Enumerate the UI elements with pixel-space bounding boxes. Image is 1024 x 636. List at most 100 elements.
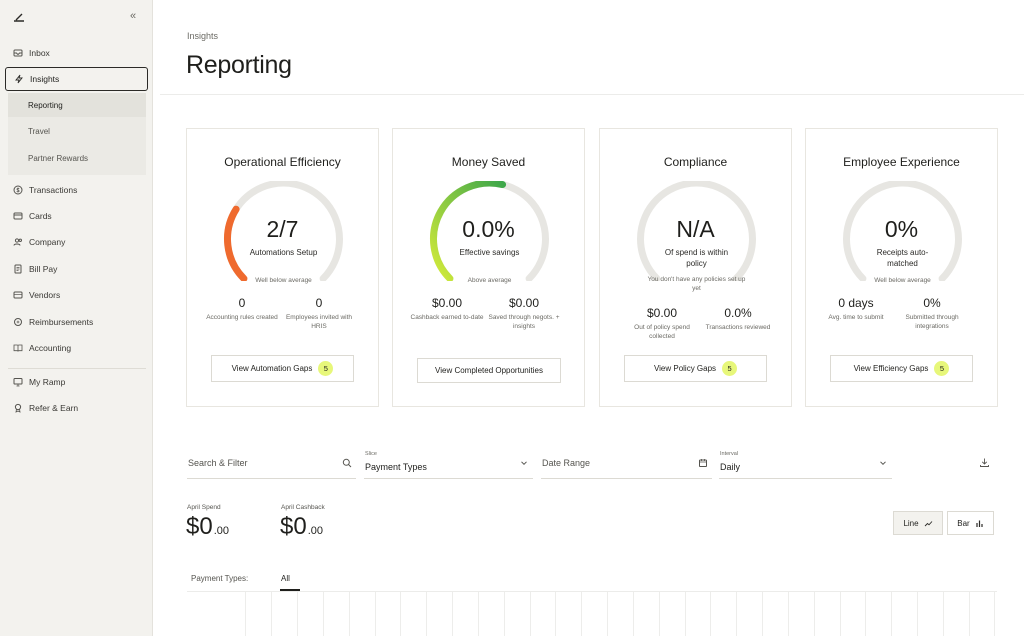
stat-out-of-policy-spend: $0.00 Out of policy spend collected <box>622 306 702 341</box>
card-title: Money Saved <box>451 155 526 169</box>
interval-label: Interval <box>720 451 739 457</box>
stat-submitted-through-integrations: 0% Submitted through integrations <box>892 296 972 331</box>
april-cashback-cents: .00 <box>307 525 323 537</box>
interval-select[interactable]: Interval Daily <box>719 448 892 479</box>
date-range-placeholder: Date Range <box>542 458 591 468</box>
gauge <box>843 181 962 281</box>
chart-gridline <box>865 592 866 636</box>
gauge-label: Automations Setup <box>249 248 318 257</box>
stat-label: Cashback earned to-date <box>410 314 484 321</box>
view-efficiency-gaps-button[interactable]: View Efficiency Gaps 5 <box>830 355 973 382</box>
slice-label: Slice <box>365 451 377 457</box>
sidebar-item-my-ramp[interactable]: My Ramp <box>5 370 148 394</box>
collapse-sidebar-icon[interactable]: « <box>130 10 137 22</box>
april-spend-cents: .00 <box>213 525 229 537</box>
sidebar-item-bill-pay[interactable]: Bill Pay <box>5 257 148 281</box>
chart-gridline <box>994 592 995 636</box>
chart-gridline <box>814 592 815 636</box>
sidebar-item-label: Transactions <box>29 185 78 195</box>
view-completed-opportunities-button[interactable]: View Completed Opportunities <box>417 358 561 383</box>
card-title: Operational Efficiency <box>224 155 341 169</box>
gauge-label: Of spend is within policy <box>664 248 729 268</box>
slice-value: Payment Types <box>365 462 427 472</box>
chart-gridline <box>840 592 841 636</box>
april-spend-dollars: $0 <box>186 513 213 540</box>
april-spend-label: April Spend <box>187 504 221 511</box>
gauge <box>637 181 756 281</box>
chart-gridline <box>659 592 660 636</box>
sidebar-item-inbox[interactable]: Inbox <box>5 41 148 65</box>
chart-gridline <box>788 592 789 636</box>
payment-types-label: Payment Types: <box>191 574 249 583</box>
gauge-value: 2/7 <box>266 216 299 242</box>
breadcrumb[interactable]: Insights <box>187 31 219 41</box>
bill-icon <box>13 264 23 274</box>
download-icon[interactable] <box>979 457 990 468</box>
subnav-item-travel[interactable]: Travel <box>28 126 50 136</box>
chart-gridline <box>943 592 944 636</box>
line-chart-toggle[interactable]: Line <box>893 511 943 535</box>
subnav-item-reporting[interactable]: Reporting <box>8 93 146 117</box>
gauge-note: Well below average <box>874 277 931 284</box>
chart-gridline <box>762 592 763 636</box>
chart-gridline <box>426 592 427 636</box>
sidebar-item-label: Company <box>29 237 66 247</box>
stat-value: 0.0% <box>724 306 752 320</box>
ramp-logo-icon[interactable] <box>13 11 25 23</box>
gauge <box>430 181 549 281</box>
count-badge: 5 <box>722 361 738 376</box>
sidebar-item-label: Reimbursements <box>29 317 94 327</box>
bar-chart-toggle[interactable]: Bar <box>947 511 994 535</box>
gauge-note: You don't have any policies set up yet <box>647 276 746 292</box>
sidebar-item-label: Insights <box>30 74 60 84</box>
sidebar-item-transactions[interactable]: Transactions <box>5 178 148 202</box>
view-policy-gaps-button[interactable]: View Policy Gaps 5 <box>624 355 767 382</box>
interval-value: Daily <box>720 462 741 472</box>
stat-value: $0.00 <box>508 296 540 310</box>
button-label: View Completed Opportunities <box>435 366 543 375</box>
sidebar-item-label: My Ramp <box>29 377 66 387</box>
search-icon <box>342 458 352 468</box>
sidebar-item-company[interactable]: Company <box>5 230 148 254</box>
sidebar-item-insights[interactable]: Insights <box>5 67 148 91</box>
stat-accounting-rules: 0 Accounting rules created <box>202 296 282 322</box>
sidebar-item-vendors[interactable]: Vendors <box>5 283 148 307</box>
gauge-track <box>843 181 962 281</box>
gauge-track <box>637 181 756 281</box>
count-badge: 5 <box>934 361 950 376</box>
sidebar-item-refer-earn[interactable]: Refer & Earn <box>5 396 148 420</box>
stat-employees-invited: 0 Employees invited with HRIS <box>279 296 359 331</box>
chart-gridline <box>917 592 918 636</box>
gauge-fill <box>224 205 248 281</box>
sidebar-item-cards[interactable]: Cards <box>5 204 148 228</box>
card-compliance: Compliance N/A Of spend is within policy… <box>599 128 792 407</box>
stat-label: Transactions reviewed <box>705 324 771 331</box>
chart-gridline <box>969 592 970 636</box>
gauge <box>224 181 343 281</box>
stat-value: $0.00 <box>431 296 463 310</box>
gauge-value: N/A <box>676 216 715 242</box>
calendar-icon <box>699 459 707 467</box>
chart-gridline <box>685 592 686 636</box>
chart-gridline <box>710 592 711 636</box>
view-automation-gaps-button[interactable]: View Automation Gaps 5 <box>211 355 354 382</box>
card-title: Employee Experience <box>843 155 960 169</box>
search-filter-input[interactable]: Search & Filter <box>187 448 356 479</box>
date-range-input[interactable]: Date Range <box>541 448 712 479</box>
sidebar-item-accounting[interactable]: Accounting <box>5 336 148 360</box>
sidebar-item-reimbursements[interactable]: Reimbursements <box>5 310 148 334</box>
april-cashback-value: $0.00 <box>280 513 323 541</box>
sidebar-item-label: Vendors <box>29 290 61 300</box>
gauge-value: 0.0% <box>462 216 515 242</box>
tab-all[interactable]: All <box>281 574 290 583</box>
chevron-down-icon <box>880 461 886 466</box>
truck-icon <box>13 290 23 300</box>
slice-select[interactable]: Slice Payment Types <box>364 448 533 479</box>
spend-chart-area <box>187 591 997 636</box>
stat-label: Submitted through integrations <box>905 314 959 330</box>
subnav-item-partner-rewards[interactable]: Partner Rewards <box>28 153 89 163</box>
chart-gridline <box>736 592 737 636</box>
sidebar-item-label: Cards <box>29 211 52 221</box>
chart-gridline <box>530 592 531 636</box>
chart-gridline <box>375 592 376 636</box>
